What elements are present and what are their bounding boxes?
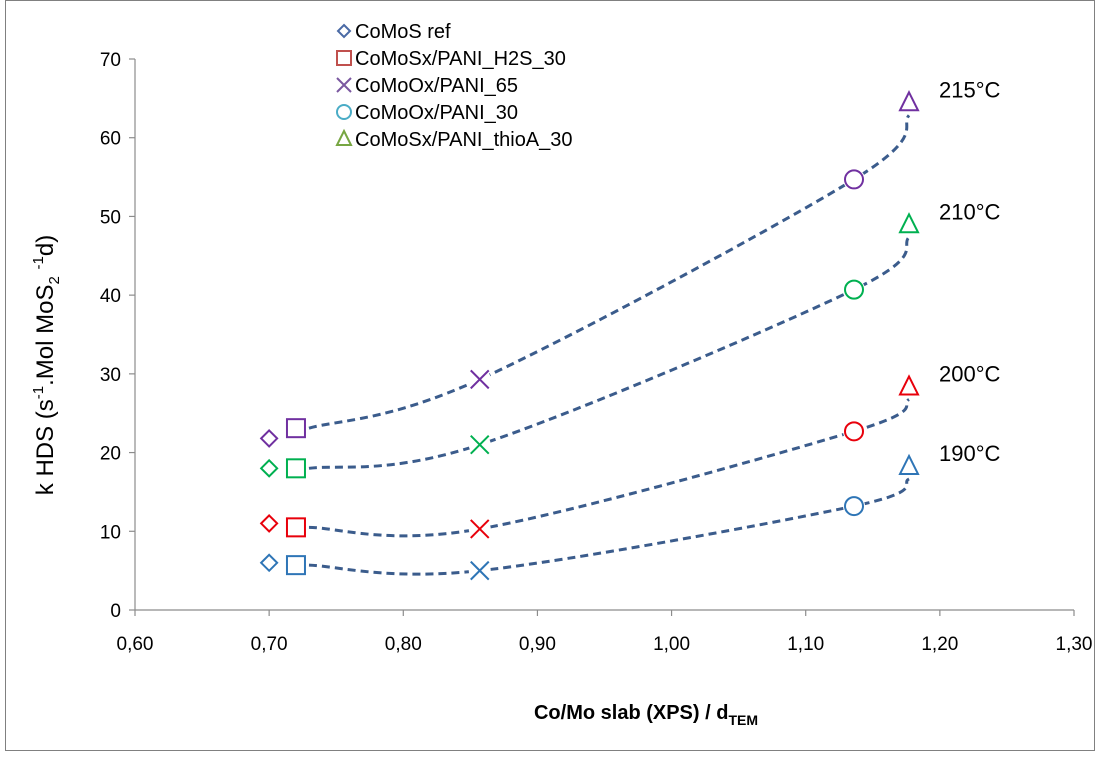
x-tick-label: 1,00	[653, 634, 690, 655]
y-tick-label: 0	[110, 601, 121, 622]
data-point-circle	[845, 281, 863, 299]
x-tick-label: 1,20	[921, 634, 958, 655]
y-axis-title-sub: 2	[46, 276, 63, 284]
y-tick-label: 20	[100, 444, 121, 465]
y-axis-title-end: d)	[32, 235, 59, 256]
y-axis-title-sup2: -1	[30, 256, 47, 269]
y-tick-label: 10	[100, 522, 121, 543]
temperature-label: 190°C	[939, 441, 1001, 466]
legend-item: CoMoSx/PANI_H2S_30	[337, 48, 566, 70]
y-axis-title-sup1: -1	[30, 386, 47, 399]
legend-marker-diamond	[338, 25, 350, 37]
legend-item: CoMoS ref	[338, 21, 451, 43]
data-point-triangle	[900, 214, 918, 232]
data-point-diamond	[261, 515, 277, 531]
data-point-circle	[845, 422, 863, 440]
legend-item: CoMoSx/PANI_thioA_30	[337, 129, 573, 151]
y-tick-label: 50	[100, 207, 121, 228]
y-tick-label: 70	[100, 50, 121, 71]
y-tick-label: 30	[100, 365, 121, 386]
legend-label: CoMoOx/PANI_30	[355, 102, 518, 124]
legend-marker-circle	[337, 105, 351, 119]
data-point-square	[287, 556, 305, 574]
y-axis-title: k HDS (s-1.Mol MoS2 -1d)	[30, 235, 63, 495]
x-axis-title-main: Co/Mo slab (XPS) / d	[534, 702, 728, 724]
temperature-label: 215°C	[939, 77, 1001, 102]
x-tick-label: 0,90	[519, 634, 556, 655]
axes	[135, 59, 1074, 610]
trend-line	[309, 237, 909, 468]
trend-line	[309, 479, 909, 574]
legend: CoMoS ref CoMoSx/PANI_H2S_30 CoMoOx/PANI_6…	[337, 21, 573, 151]
data-point-circle	[845, 170, 863, 188]
x-tick-label: 1,10	[787, 634, 824, 655]
data-point-triangle	[900, 376, 918, 394]
x-axis-title-sub: TEM	[728, 712, 758, 728]
y-tick-label: 60	[100, 129, 121, 150]
data-point-triangle	[900, 456, 918, 474]
y-tick-label: 40	[100, 286, 121, 307]
legend-label: CoMoSx/PANI_thioA_30	[355, 129, 573, 151]
tick-marks	[129, 59, 1074, 616]
data-point-diamond	[261, 555, 277, 571]
x-tick-label: 0,80	[385, 634, 422, 655]
temperature-label: 200°C	[939, 361, 1001, 386]
legend-label: CoMoOx/PANI_65	[355, 75, 518, 97]
data-point-circle	[845, 497, 863, 515]
legend-label: CoMoSx/PANI_H2S_30	[355, 48, 566, 70]
temperature-label: 210°C	[939, 199, 1001, 224]
data-point-triangle	[900, 92, 918, 110]
y-axis-title-mid1: .Mol MoS	[32, 285, 59, 386]
data-point-square	[287, 459, 305, 477]
legend-label: CoMoS ref	[355, 21, 451, 43]
legend-marker-x	[337, 78, 351, 92]
y-axis-title-main: k HDS (s	[32, 399, 59, 495]
legend-item: CoMoOx/PANI_30	[337, 102, 518, 124]
temperature-labels: 190°C 200°C 210°C 215°C	[939, 77, 1001, 466]
trend-line	[309, 115, 909, 428]
legend-marker-triangle	[337, 131, 351, 145]
x-tick-label: 1,30	[1056, 634, 1093, 655]
data-point-square	[287, 518, 305, 536]
legend-marker-square	[337, 51, 351, 65]
x-tick-label: 0,60	[117, 634, 154, 655]
data-markers	[261, 92, 918, 579]
x-tick-label: 0,70	[251, 634, 288, 655]
trend-lines	[309, 115, 909, 581]
data-point-square	[287, 419, 305, 437]
chart-svg: 0 10 20 30 40 50 60 70 0,60 0,70 0,80 0,90 1,00 1,10 1…	[6, 1, 1096, 752]
data-point-diamond	[261, 430, 277, 446]
y-axis-title-mid2	[32, 269, 59, 276]
x-axis-title: Co/Mo slab (XPS) / dTEM	[534, 702, 758, 728]
data-point-diamond	[261, 460, 277, 476]
tick-labels: 0 10 20 30 40 50 60 70 0,60 0,70 0,80 0,90 1,00 1,10 1…	[100, 50, 1093, 655]
chart-frame: 0 10 20 30 40 50 60 70 0,60 0,70 0,80 0,90 1,00 1,10 1…	[5, 0, 1095, 751]
trend-line	[309, 399, 909, 535]
legend-item: CoMoOx/PANI_65	[337, 75, 518, 97]
